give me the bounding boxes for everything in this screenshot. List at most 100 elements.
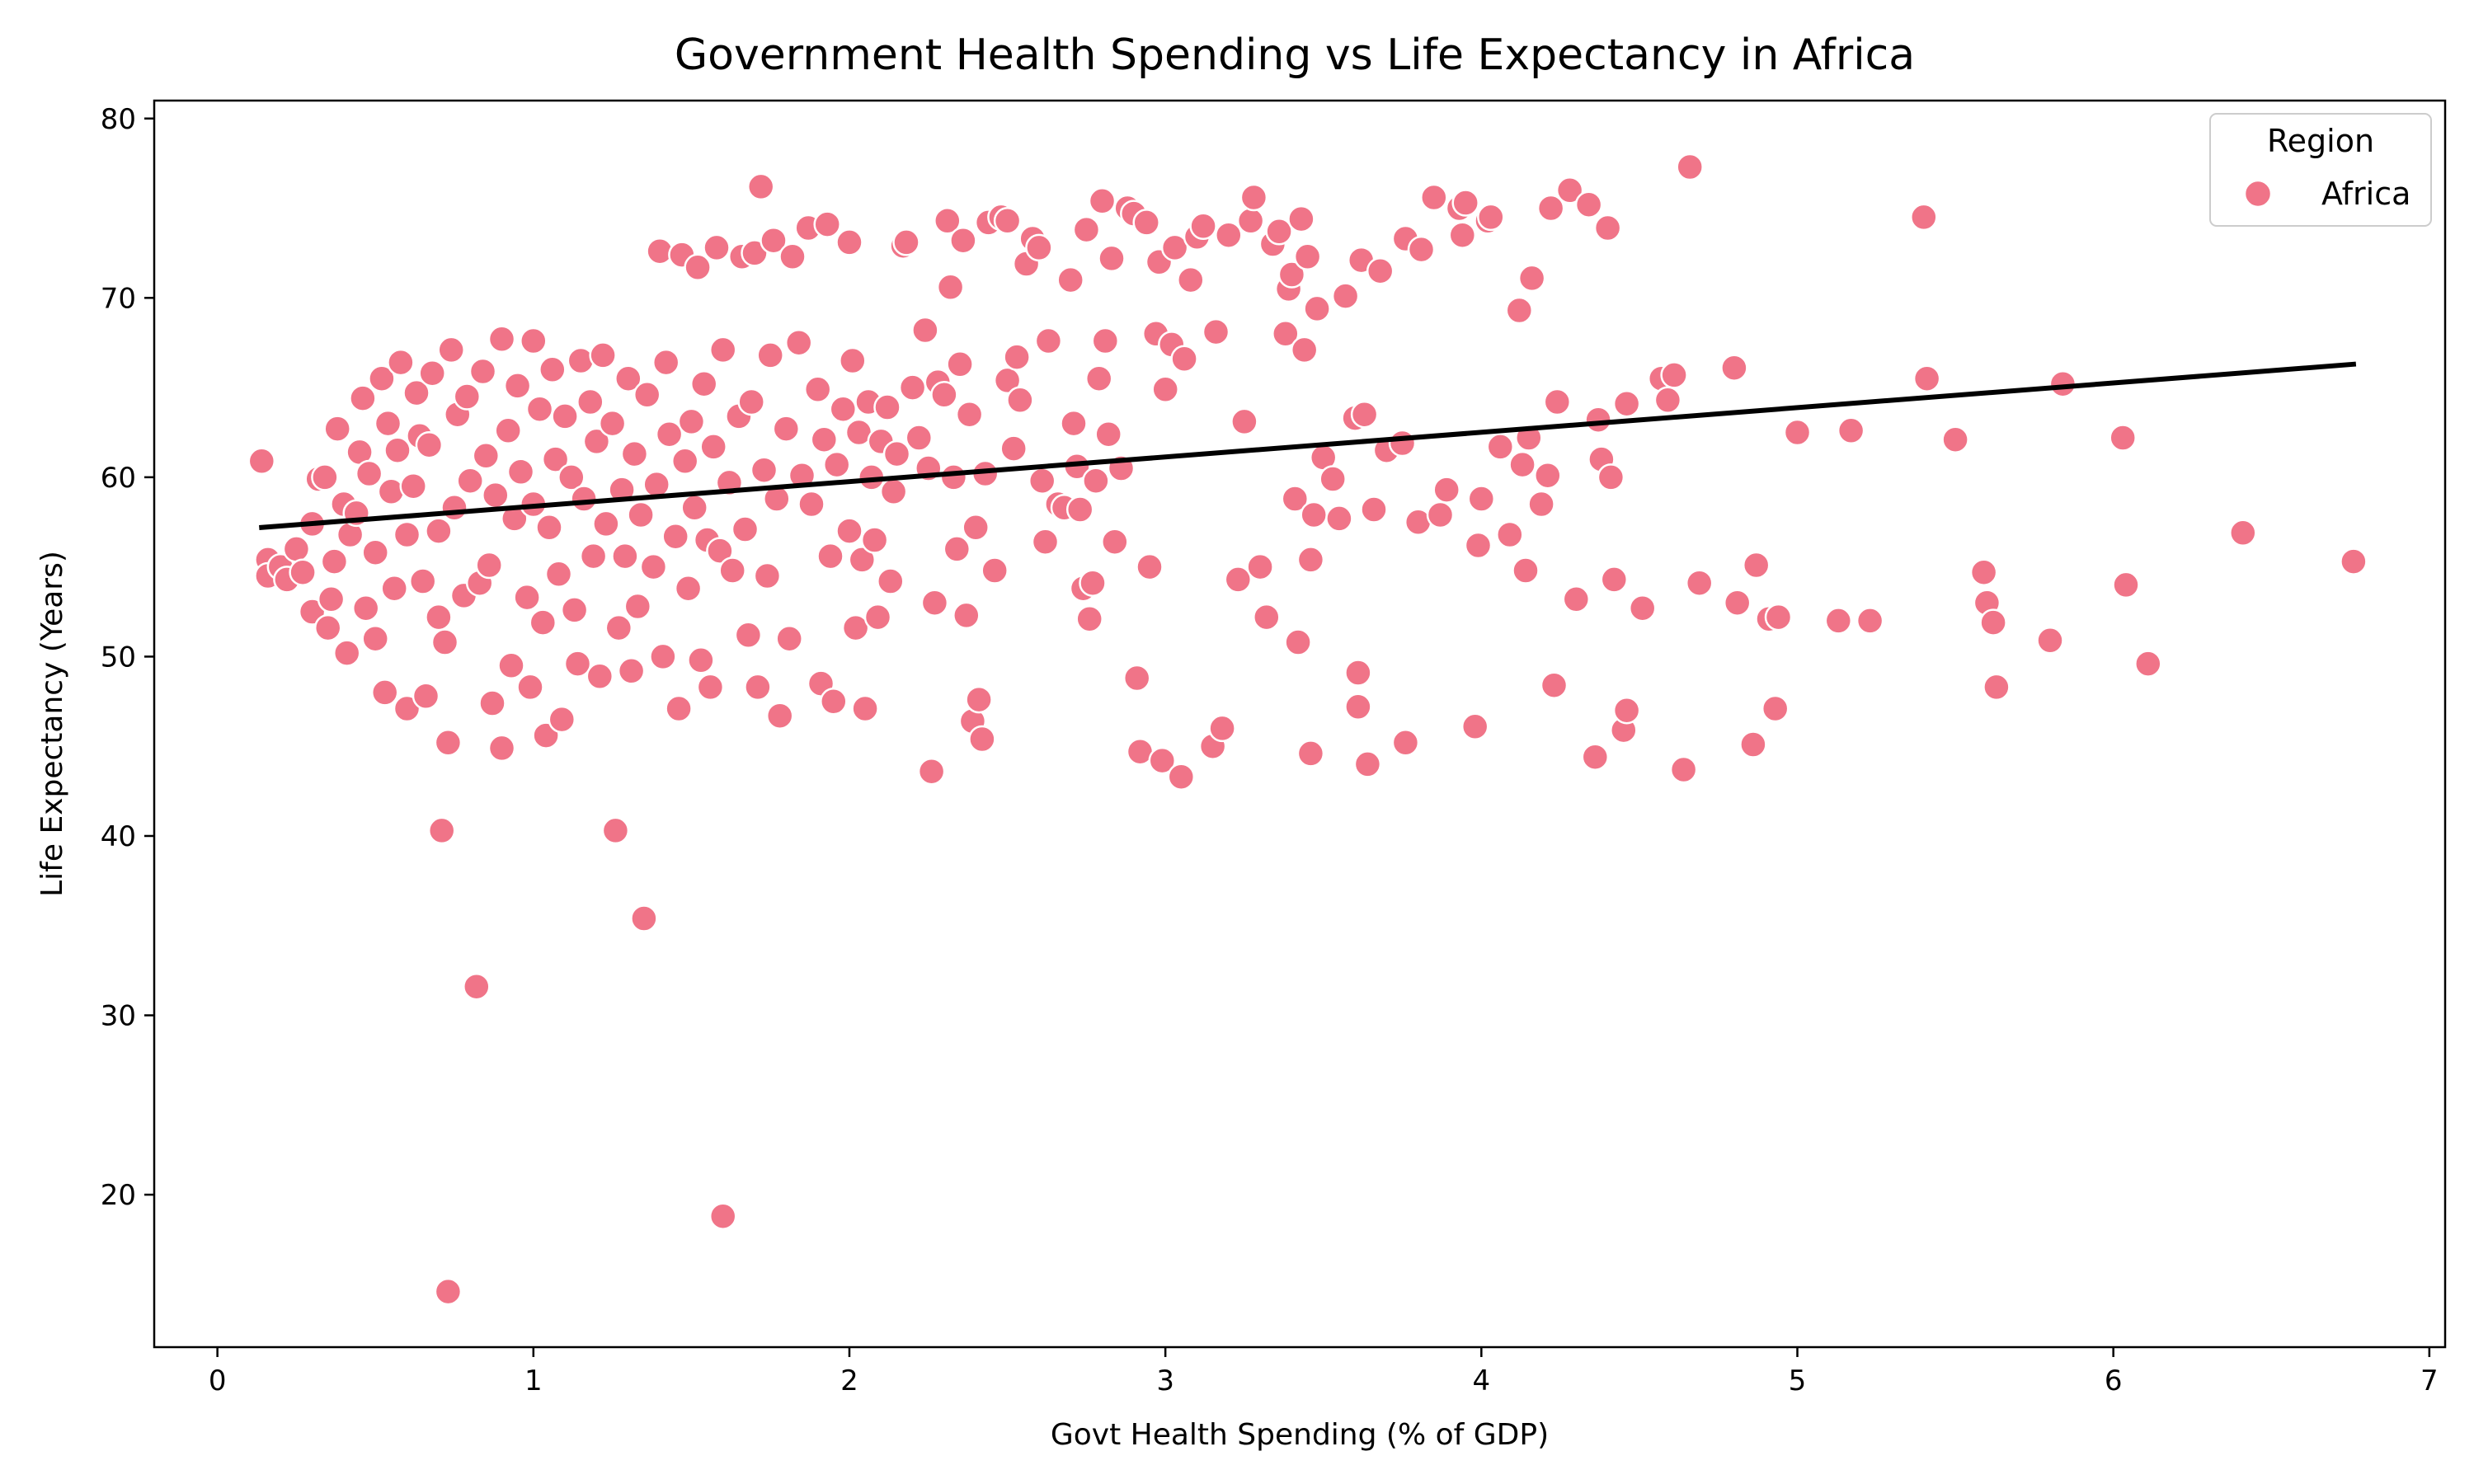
data-point-163 [851,694,879,723]
data-point-158 [835,517,863,545]
data-point-63 [497,651,525,680]
data-point-180 [920,589,949,617]
data-point-259 [1277,261,1306,289]
data-point-197 [981,556,1009,585]
data-point-156 [829,395,858,423]
data-point-174 [892,228,920,256]
data-point-65 [503,372,532,400]
data-point-327 [1676,153,1704,181]
data-point-104 [642,470,670,499]
data-point-67 [513,583,541,612]
data-point-95 [611,542,639,571]
data-point-223 [1091,326,1120,355]
data-point-222 [1088,187,1117,215]
data-point-207 [1028,467,1056,495]
data-point-221 [1084,364,1113,392]
data-point-33 [393,694,421,723]
data-point-331 [1739,730,1767,758]
data-point-312 [1574,190,1603,218]
data-point-43 [427,816,456,845]
data-point-353 [2340,547,2368,575]
data-point-176 [905,424,934,452]
data-point-27 [374,409,402,438]
data-point-308 [1540,671,1569,699]
data-point-102 [633,381,661,409]
data-point-317 [1597,463,1625,491]
data-point-170 [877,567,905,595]
data-point-151 [810,425,839,453]
data-point-89 [589,341,617,369]
y-tick-label-3: 50 [101,641,136,674]
data-point-55 [468,357,497,386]
data-point-320 [1612,696,1641,725]
data-point-146 [788,461,816,490]
data-point-271 [1325,505,1353,533]
data-point-335 [1764,603,1793,632]
data-point-23 [361,538,389,566]
data-point-110 [665,694,693,723]
data-point-48 [440,494,468,522]
data-point-66 [506,458,535,486]
data-point-316 [1593,214,1622,242]
data-point-249 [1224,566,1253,594]
data-point-328 [1685,569,1714,597]
data-point-51 [453,383,482,411]
data-point-16 [332,639,361,667]
data-point-182 [930,381,958,409]
y-tick-label-2: 40 [101,820,136,853]
data-point-236 [1148,746,1177,775]
data-point-169 [873,393,901,421]
data-point-78 [548,705,576,734]
y-tick-label-0: 20 [101,1179,136,1212]
data-point-76 [541,445,570,473]
x-tick-label-1: 1 [524,1364,543,1397]
data-point-267 [1300,500,1328,529]
data-point-172 [882,439,911,468]
y-axis-label: Life Expectancy (Years) [35,551,69,897]
data-point-263 [1290,336,1319,364]
data-point-145 [784,328,813,357]
data-point-297 [1477,203,1505,232]
data-point-87 [582,427,611,456]
data-point-233 [1136,552,1164,581]
data-point-35 [402,378,430,407]
data-point-279 [1360,495,1388,524]
data-point-154 [820,688,848,716]
data-point-343 [1969,558,1998,586]
x-tick-label-7: 7 [2420,1364,2439,1397]
trend-line [259,361,2357,531]
y-tick-label-6: 80 [101,103,136,136]
data-point-260 [1281,485,1310,513]
data-point-292 [1451,189,1479,217]
data-point-152 [813,210,841,238]
legend-entry-africa: Africa [2321,176,2411,212]
data-point-280 [1366,256,1395,285]
data-point-241 [1170,345,1198,373]
data-point-143 [775,624,803,653]
data-point-184 [936,273,965,302]
data-point-282 [1388,429,1417,458]
data-point-310 [1555,176,1584,204]
data-point-141 [765,702,794,730]
data-point-124 [708,1202,737,1230]
data-point-270 [1319,465,1347,493]
data-point-58 [478,689,506,717]
data-point-189 [952,601,981,630]
data-point-116 [684,253,712,282]
data-point-5 [282,535,311,563]
data-point-26 [370,679,399,707]
data-point-342 [1941,425,1969,453]
data-point-25 [368,364,396,392]
data-point-175 [898,373,927,402]
data-point-115 [680,494,708,522]
data-point-57 [475,551,503,580]
data-point-74 [535,514,563,542]
data-point-313 [1581,743,1610,771]
data-point-47 [437,336,465,364]
data-point-254 [1253,603,1281,632]
data-point-192 [962,514,990,542]
data-point-202 [1003,343,1031,371]
data-point-246 [1202,317,1230,346]
data-point-337 [1824,607,1853,635]
data-point-97 [617,657,646,685]
